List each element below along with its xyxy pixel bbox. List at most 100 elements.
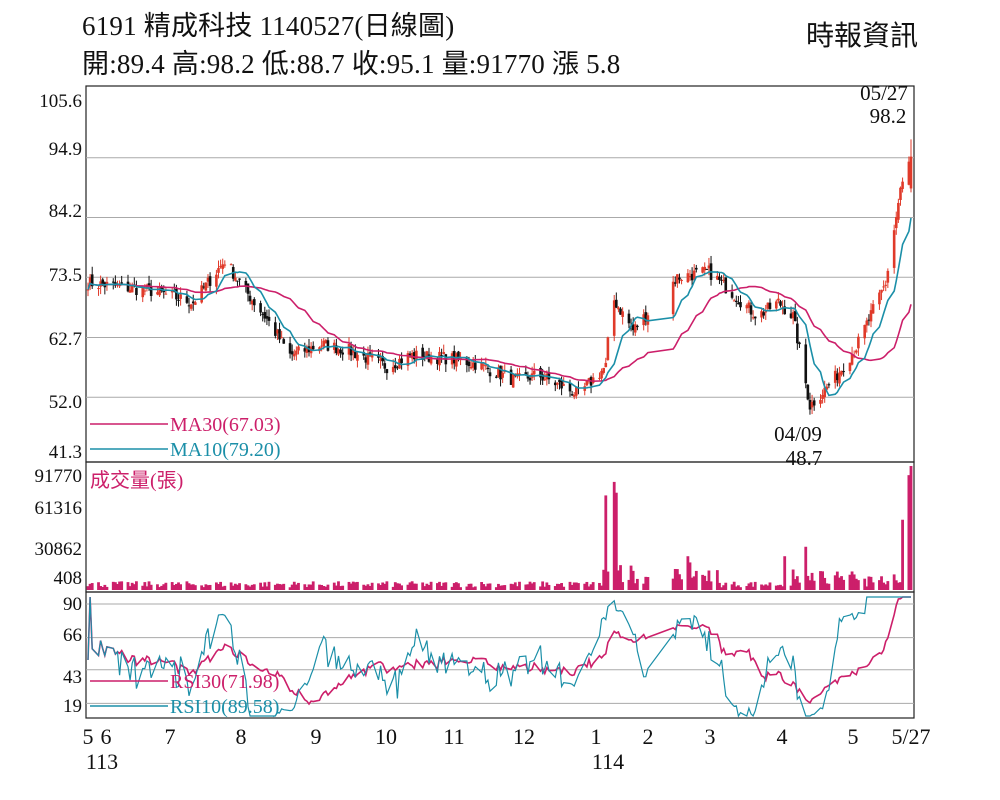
candlestick	[88, 274, 92, 291]
volume-bar	[574, 582, 578, 590]
volume-bar	[120, 581, 124, 590]
candlestick	[899, 186, 902, 206]
volume-bar	[103, 584, 107, 590]
volume-bar	[267, 581, 271, 590]
candlestick	[415, 345, 418, 367]
volume-bar	[878, 580, 881, 590]
volume-bar	[718, 582, 721, 590]
volume-bar	[865, 586, 869, 590]
candlestick	[884, 280, 888, 292]
volume-bar	[410, 581, 414, 590]
candlestick	[606, 336, 610, 361]
volume-bar	[208, 584, 212, 590]
volume-bar	[730, 584, 734, 590]
volume-bar	[90, 583, 94, 590]
volume-bar	[292, 581, 296, 590]
candlestick	[396, 365, 399, 371]
x-month-label: 6	[101, 724, 112, 749]
volume-bar	[823, 577, 827, 590]
candlestick	[202, 282, 206, 290]
volume-bar	[541, 581, 545, 590]
candlestick	[722, 274, 725, 283]
candlestick	[793, 303, 797, 322]
volume-bar	[795, 576, 799, 590]
candlestick	[356, 352, 359, 368]
candlestick	[692, 264, 696, 282]
rsi10-line	[87, 596, 911, 718]
candlestick	[440, 348, 443, 363]
volume-bar	[88, 583, 92, 590]
candlestick	[276, 328, 279, 341]
volume-bar	[892, 574, 896, 590]
volume-bar	[290, 584, 294, 590]
volume-bar	[427, 585, 431, 590]
volume-bar	[111, 581, 115, 590]
candlestick	[688, 269, 692, 281]
price-y-tick: 52.0	[49, 392, 82, 413]
volume-bar	[471, 587, 475, 590]
candlestick	[234, 272, 237, 282]
candlestick	[880, 289, 883, 301]
rsi-y-tick: 90	[63, 594, 82, 615]
volume-bar	[852, 574, 856, 590]
volume-bar	[760, 584, 763, 590]
volume-bar	[606, 571, 610, 590]
volume-bar	[421, 582, 425, 590]
candlestick	[636, 324, 639, 331]
volume-bar	[278, 584, 281, 590]
ma10-line	[87, 217, 912, 397]
candlestick	[177, 293, 180, 307]
candlestick	[556, 382, 559, 390]
candlestick	[857, 333, 860, 357]
volume-bar	[882, 582, 886, 590]
volume-bar	[229, 582, 233, 590]
rsi-y-tick: 43	[63, 667, 82, 688]
volume-bar	[118, 581, 121, 590]
candlestick	[676, 274, 679, 288]
volume-bar	[568, 581, 572, 590]
volume-bar	[747, 583, 751, 590]
candlestick	[292, 349, 296, 360]
volume-bar	[715, 570, 719, 590]
volume-bar	[619, 565, 622, 590]
high-annotation-value: 98.2	[870, 104, 907, 128]
x-month-label: 5/27	[891, 724, 930, 749]
volume-bar	[629, 565, 633, 590]
volume-bar	[191, 584, 195, 590]
volume-bar	[160, 585, 164, 590]
volume-bar	[320, 584, 324, 590]
candlestick	[221, 258, 225, 274]
candlestick	[850, 346, 854, 366]
candlestick	[572, 392, 576, 400]
volume-bar	[612, 481, 616, 590]
x-month-label: 1	[591, 724, 602, 749]
candlestick	[295, 346, 298, 361]
candlestick	[894, 211, 898, 235]
volume-bar	[709, 581, 713, 590]
candlestick	[189, 303, 193, 311]
volume-bar	[425, 583, 429, 590]
candlestick	[394, 357, 397, 373]
volume-bar	[370, 582, 374, 590]
volume-bar	[276, 583, 279, 590]
volume-bar	[587, 586, 591, 590]
volume-bar	[158, 587, 161, 590]
volume-bar	[288, 587, 292, 590]
volume-bar	[789, 585, 793, 590]
volume-bar	[444, 582, 448, 590]
volume-bar	[543, 586, 547, 590]
volume-bar	[303, 584, 307, 590]
volume-bar	[484, 586, 488, 590]
volume-bar	[156, 584, 159, 590]
volume-bar	[530, 583, 534, 590]
candlestick	[882, 280, 885, 292]
candlestick	[791, 309, 795, 325]
candlestick	[217, 260, 220, 279]
volume-bar	[116, 583, 119, 590]
candlestick	[848, 362, 852, 375]
volume-bar	[324, 586, 328, 590]
candlestick	[779, 299, 782, 308]
candlestick	[768, 298, 772, 310]
volume-bar	[869, 576, 873, 590]
volume-bar	[511, 584, 515, 590]
